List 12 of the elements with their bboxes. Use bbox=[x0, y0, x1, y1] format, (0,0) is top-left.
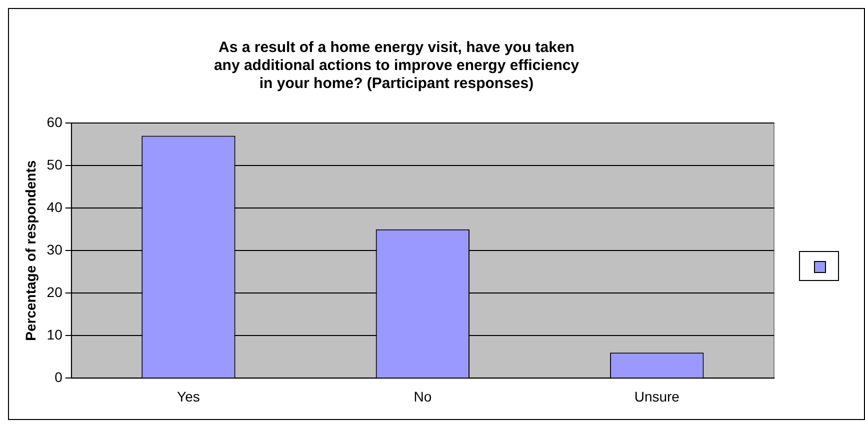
x-tick-label: No bbox=[414, 388, 432, 404]
x-tick-label: Unsure bbox=[634, 388, 680, 404]
y-tick-label: 50 bbox=[46, 156, 63, 172]
chart-title: As a result of a home energy visit, have you taken any additional actions to improve energy efficiency in your home? (Participant responses) bbox=[214, 39, 580, 92]
y-tick-label: 60 bbox=[46, 114, 63, 130]
y-tick-label: 30 bbox=[46, 241, 63, 258]
y-axis-title: Percentage of respondents bbox=[22, 160, 38, 341]
y-tick-label: 40 bbox=[46, 198, 63, 215]
y-tick-label: 20 bbox=[46, 284, 63, 300]
y-tick-label: 0 bbox=[54, 369, 63, 386]
x-tick-label: Yes bbox=[177, 388, 200, 404]
y-tick-label: 10 bbox=[46, 326, 63, 343]
